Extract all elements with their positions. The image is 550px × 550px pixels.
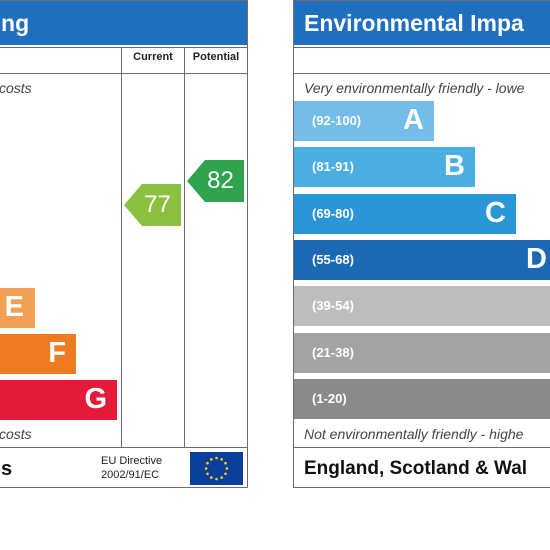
band-range: (81-91)	[312, 159, 354, 174]
band-range: (1-20)	[312, 391, 347, 406]
footer-region: England, Scotland & Wal	[304, 458, 528, 479]
top-note: costs	[0, 80, 32, 96]
eu-directive-line1: EU Directive	[101, 455, 163, 467]
impact-band-d: (55-68) D	[294, 240, 550, 280]
impact-band-e: (39-54)	[294, 286, 550, 326]
rating-band-g: G	[0, 380, 117, 420]
bottom-note: costs	[0, 426, 32, 442]
bottom-note: Not environmentally friendly - highe	[304, 426, 524, 442]
impact-band-g: (1-20)	[294, 379, 550, 419]
band-letter: G	[84, 383, 107, 415]
footer-region: s	[1, 458, 13, 480]
impact-band-b: (81-91) B	[294, 147, 475, 187]
environmental-impact-header: Environmental Impa	[294, 1, 550, 45]
rating-band-f: F	[0, 334, 76, 374]
band-letter: C	[485, 197, 506, 229]
potential-column-header: Potential	[192, 51, 240, 63]
band-letter: D	[526, 243, 547, 275]
divider	[294, 447, 550, 448]
eu-flag-icon	[190, 452, 243, 485]
divider	[294, 73, 550, 74]
band-letter: F	[48, 337, 66, 369]
top-note: Very environmentally friendly - lowe	[304, 80, 525, 96]
environmental-impact-panel: Environmental Impa Very environmentally …	[293, 0, 550, 488]
band-letter: E	[4, 291, 24, 323]
divider	[0, 73, 247, 74]
divider	[0, 447, 247, 448]
impact-band-a: (92-100) A	[294, 101, 434, 141]
potential-rating-arrow: 82	[187, 160, 244, 202]
energy-rating-panel: ting Current Potential costs E F G 77 82…	[0, 0, 248, 488]
energy-rating-header: ting	[0, 1, 247, 45]
impact-band-f: (21-38)	[294, 333, 550, 373]
band-range: (55-68)	[312, 252, 354, 267]
divider	[294, 47, 550, 48]
band-range: (21-38)	[312, 345, 354, 360]
column-divider	[184, 47, 185, 447]
divider	[0, 47, 247, 48]
band-letter: A	[403, 104, 424, 136]
current-column-header: Current	[133, 51, 173, 63]
current-rating-arrow: 77	[124, 184, 181, 226]
band-range: (92-100)	[312, 113, 362, 128]
band-range: (69-80)	[312, 206, 354, 221]
column-divider	[121, 47, 122, 447]
rating-band-e: E	[0, 288, 35, 328]
eu-directive: EU Directive 2002/91/EC	[101, 454, 162, 482]
impact-band-c: (69-80) C	[294, 194, 516, 234]
band-range: (39-54)	[312, 298, 354, 313]
eu-directive-line2: 2002/91/EC	[101, 469, 160, 481]
band-letter: B	[444, 150, 465, 182]
